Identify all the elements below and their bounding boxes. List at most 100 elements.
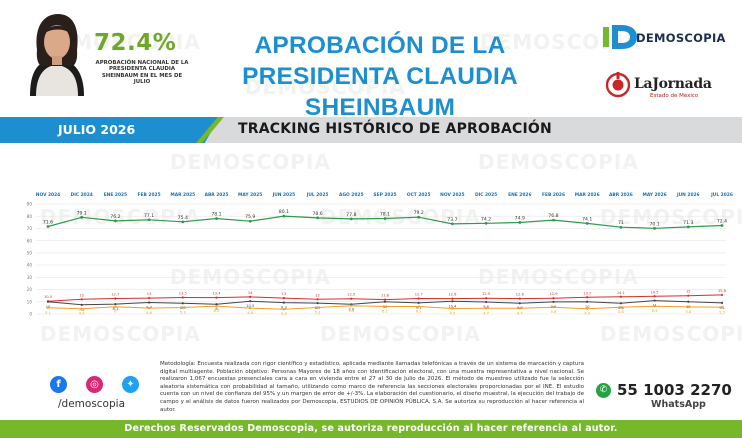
data-point bbox=[518, 302, 521, 305]
data-label: 5.6 bbox=[551, 310, 557, 314]
x-tick-label: FEB 2025 bbox=[138, 192, 161, 198]
data-label: 71 bbox=[618, 220, 624, 226]
data-point bbox=[687, 305, 690, 309]
data-label: 9.3 bbox=[281, 306, 287, 310]
data-label: 6.1 bbox=[382, 310, 388, 314]
data-label: 8 bbox=[215, 307, 218, 311]
data-point bbox=[451, 297, 454, 300]
data-point bbox=[720, 224, 724, 227]
data-point bbox=[653, 305, 656, 308]
data-label: 10.5 bbox=[44, 295, 52, 299]
data-point bbox=[383, 298, 387, 301]
data-label: 5.1 bbox=[45, 311, 51, 315]
instagram-icon[interactable]: ◎ bbox=[86, 376, 103, 393]
twitter-icon[interactable]: ✦ bbox=[122, 376, 139, 393]
watermark: DEMOSCOPIA bbox=[320, 322, 481, 346]
data-point bbox=[282, 301, 285, 304]
facebook-icon[interactable]: f bbox=[50, 376, 67, 393]
data-point bbox=[316, 302, 319, 305]
data-label: 12.9 bbox=[482, 292, 491, 296]
y-tick-label: 70 bbox=[27, 226, 33, 231]
data-point bbox=[349, 217, 353, 221]
data-label: 4.3 bbox=[584, 312, 590, 316]
data-point bbox=[249, 300, 252, 303]
data-label: 74.9 bbox=[515, 215, 525, 221]
jornada-subtitle: Estado de México bbox=[650, 93, 699, 99]
data-label: 12 bbox=[79, 293, 84, 297]
band-period-background bbox=[0, 117, 220, 143]
y-tick-label: 30 bbox=[27, 275, 33, 280]
data-point bbox=[552, 297, 555, 300]
data-point bbox=[518, 221, 522, 224]
data-label: 77.8 bbox=[346, 212, 356, 218]
x-tick-label: JUL 2026 bbox=[710, 192, 733, 198]
title-line-1: APROBACIÓN DE LA bbox=[254, 32, 506, 59]
data-label: 15.6 bbox=[718, 289, 727, 293]
whatsapp-icon[interactable]: ✆ bbox=[596, 383, 611, 398]
data-point bbox=[552, 218, 555, 222]
footer-text: Derechos Reservados Demoscopia, se autor… bbox=[124, 423, 618, 434]
data-label: 9.1 bbox=[416, 306, 422, 310]
jornada-logo-text: LaJornada bbox=[634, 76, 712, 92]
approval-percentage: 72.4% bbox=[94, 30, 177, 56]
data-point bbox=[80, 298, 83, 301]
data-label: 5.3 bbox=[315, 311, 321, 315]
social-links: f ◎ ✦ /demoscopia bbox=[48, 376, 158, 416]
y-tick-label: 40 bbox=[27, 263, 33, 268]
data-label: 6.5 bbox=[214, 309, 220, 313]
data-label: 8.1 bbox=[113, 307, 119, 311]
watermark: DEMOSCOPIA bbox=[600, 322, 742, 346]
data-point bbox=[687, 300, 690, 303]
x-tick-label: MAR 2025 bbox=[170, 192, 195, 198]
data-label: 7.9 bbox=[348, 307, 354, 311]
data-point bbox=[114, 305, 117, 308]
y-tick-label: 50 bbox=[27, 250, 33, 255]
data-label: 6.8 bbox=[348, 309, 354, 313]
data-point bbox=[46, 306, 50, 309]
data-point bbox=[148, 307, 151, 310]
data-label: 5.8 bbox=[685, 310, 691, 314]
data-label: 11.8 bbox=[381, 294, 390, 298]
data-point bbox=[316, 306, 319, 309]
data-point bbox=[181, 220, 185, 224]
data-point bbox=[316, 298, 319, 301]
data-point bbox=[417, 305, 420, 308]
x-tick-label: DIC 2024 bbox=[71, 192, 93, 198]
data-label: 12.9 bbox=[549, 292, 558, 296]
social-handle[interactable]: /demoscopia bbox=[58, 398, 125, 410]
data-point bbox=[653, 226, 656, 230]
data-point bbox=[383, 217, 387, 220]
data-point bbox=[148, 301, 151, 304]
approval-caption: APROBACIÓN NACIONAL DE LA PRESIDENTA CLA… bbox=[95, 60, 189, 85]
data-label: 10 bbox=[585, 305, 590, 309]
footer-bar bbox=[0, 420, 742, 438]
data-point bbox=[451, 307, 454, 310]
y-tick-label: 0 bbox=[29, 312, 32, 317]
data-label: 71.6 bbox=[43, 219, 53, 225]
phone-number[interactable]: 55 1003 2270 bbox=[617, 381, 732, 399]
data-point bbox=[80, 215, 84, 219]
y-tick-label: 20 bbox=[27, 287, 33, 292]
y-tick-label: 80 bbox=[27, 214, 33, 219]
data-point bbox=[316, 216, 319, 220]
data-point bbox=[485, 297, 488, 300]
data-point bbox=[552, 300, 555, 303]
data-label: 12 bbox=[315, 293, 320, 297]
data-point bbox=[653, 299, 656, 302]
data-label: 14 bbox=[248, 291, 253, 295]
page-title: APROBACIÓN DE LA PRESIDENTA CLAUDIA SHEI… bbox=[190, 30, 570, 123]
data-label: 13 bbox=[282, 292, 287, 296]
data-label: 8.8 bbox=[618, 306, 624, 310]
data-label: 4.7 bbox=[483, 311, 489, 315]
data-label: 77.1 bbox=[144, 213, 154, 219]
data-point bbox=[181, 302, 184, 305]
data-point bbox=[686, 225, 690, 229]
data-point bbox=[518, 297, 521, 300]
data-label: 10.4 bbox=[448, 304, 457, 308]
data-point bbox=[518, 307, 521, 310]
data-label: 6 bbox=[114, 310, 117, 314]
x-tick-label: AGO 2025 bbox=[339, 192, 363, 198]
data-label: 13.7 bbox=[583, 291, 591, 295]
data-point bbox=[720, 293, 724, 297]
data-point bbox=[619, 306, 623, 309]
